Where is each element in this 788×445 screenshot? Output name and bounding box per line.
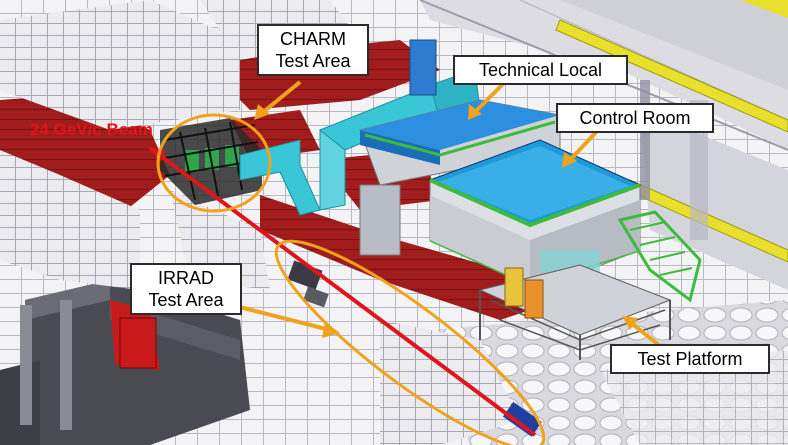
beam-label: 24 GeV/c Beam (30, 120, 153, 139)
irrad-label-line1: IRRAD (157, 268, 214, 288)
charm-label-line2: Test Area (275, 51, 351, 71)
charm-cage (160, 118, 262, 205)
irrad-highlight-ellipse (274, 239, 546, 445)
crane-rails (555, 0, 788, 263)
control-room-building (428, 139, 642, 287)
test-platform-structure (478, 264, 672, 360)
charm-label: CHARM Test Area (257, 24, 369, 76)
control-room-label: Control Room (556, 103, 714, 133)
charm-label-line1: CHARM (280, 29, 346, 49)
technical-local-building (359, 39, 561, 256)
green-stairs (617, 210, 702, 303)
charm-highlight-ellipse (156, 113, 272, 213)
irrad-beamline (119, 260, 542, 437)
beam-line (148, 146, 537, 437)
irrad-label: IRRAD Test Area (130, 263, 242, 315)
test-platform-label: Test Platform (610, 344, 770, 374)
technical-local-label: Technical Local (453, 55, 628, 85)
irrad-label-line2: Test Area (148, 290, 224, 310)
